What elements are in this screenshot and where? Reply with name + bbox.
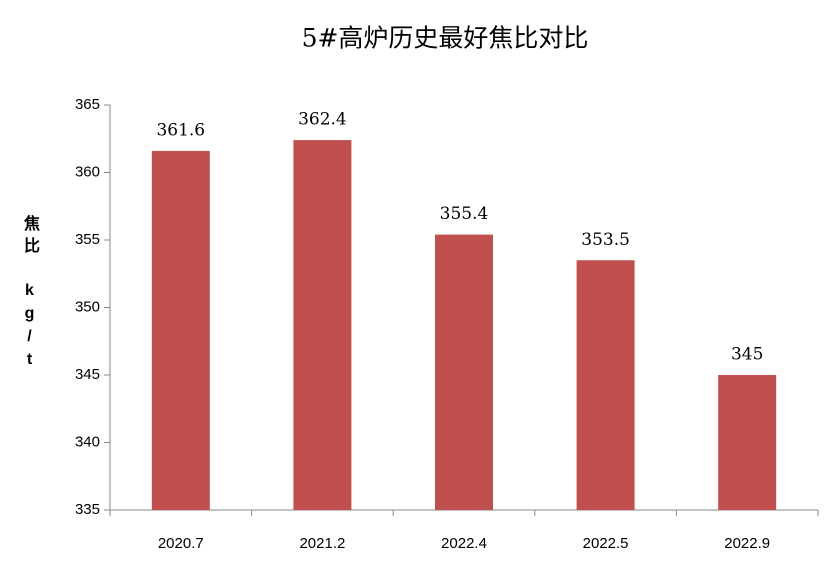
bar <box>576 260 635 510</box>
y-tick-label: 355 <box>75 231 100 248</box>
bar <box>435 234 493 510</box>
x-tick-label: 2020.7 <box>158 535 204 552</box>
y-tick-label: 335 <box>75 501 100 518</box>
bar <box>718 375 777 510</box>
y-tick-label: 350 <box>75 298 100 315</box>
y-tick-label: 360 <box>75 163 100 180</box>
x-tick-label: 2021.2 <box>299 535 345 552</box>
y-tick-label: 365 <box>75 96 100 113</box>
data-label: 361.6 <box>156 120 205 140</box>
y-tick-label: 340 <box>75 433 100 450</box>
y-axis-label: 焦比 kg/t <box>21 215 38 374</box>
data-label: 362.4 <box>298 110 347 130</box>
data-label: 345 <box>731 345 763 365</box>
x-tick-label: 2022.5 <box>583 535 629 552</box>
chart-title: 5#高炉历史最好焦比对比 <box>302 24 589 53</box>
data-label: 355.4 <box>440 204 489 224</box>
x-tick-label: 2022.9 <box>724 535 770 552</box>
y-tick-label: 345 <box>75 366 100 383</box>
bar <box>293 140 352 510</box>
bar <box>151 150 210 510</box>
x-tick-label: 2022.4 <box>441 535 487 552</box>
data-label: 353.5 <box>581 230 630 250</box>
